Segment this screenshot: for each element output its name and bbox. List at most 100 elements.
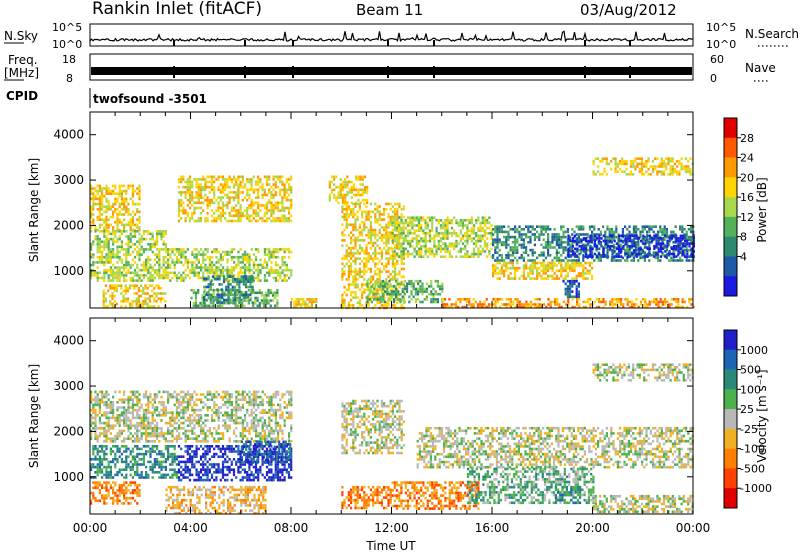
power-ytick-label-1: 2000 (53, 218, 84, 232)
x-tick-label-2: 08:00 (274, 521, 309, 535)
vel-cb-tick-3: 25 (740, 403, 754, 416)
vel-cb-swatch-4 (724, 409, 737, 430)
power-cb-swatch-4 (724, 197, 737, 218)
power-region-16 (592, 157, 694, 176)
vel-cb-swatch-7 (724, 468, 737, 489)
power-cb-swatch-1 (724, 137, 737, 158)
nsky-tick-bottom: 10^0 (52, 38, 82, 51)
power-colorbar: Power [dB] 28 24 20 16 12 8 4 (723, 117, 769, 297)
vel-cb-tick-6: -500 (740, 462, 765, 475)
velocity-region-4 (90, 481, 141, 505)
power-region-13 (567, 234, 695, 258)
power-region-10 (366, 279, 444, 304)
power-panel: 1000 2000 3000 4000 Slant Range [km] (27, 111, 695, 310)
vel-cb-tick-1: 500 (740, 364, 761, 377)
nsearch-tick-top: 10^5 (706, 21, 736, 34)
freq-frame (89, 53, 694, 81)
velocity-region-12 (592, 363, 694, 382)
velocity-ytick-label-2: 3000 (53, 379, 84, 393)
x-tick-label-6: 00:00 (676, 521, 711, 535)
power-colorbar-label: Power [dB] (755, 177, 769, 242)
velocity-heatmap (90, 363, 694, 515)
beam-title: Beam 11 (356, 1, 423, 19)
nsky-trace (89, 30, 694, 46)
power-region-14 (492, 261, 594, 280)
x-tick-label-0: 00:00 (73, 521, 108, 535)
power-ylabel: Slant Range [km] (27, 158, 41, 262)
vel-cb-swatch-1 (724, 349, 737, 370)
cpid-panel: CPID twofsound -3501 (6, 88, 207, 108)
power-region-17 (441, 298, 695, 309)
power-cb-swatch-7 (724, 256, 737, 277)
power-ytick-label-2: 3000 (53, 173, 84, 187)
velocity-ytick-label-3: 4000 (53, 334, 84, 348)
power-ytick-label-3: 4000 (53, 128, 84, 142)
vel-cb-tick-2: 100 (740, 383, 761, 396)
power-region-3 (177, 175, 293, 223)
x-tick-label-4: 16:00 (475, 521, 510, 535)
nsearch-label: N.Search (745, 27, 799, 41)
power-region-15 (562, 279, 580, 299)
vel-cb-tick-7: -1000 (740, 482, 772, 495)
velocity-colorbar: Velocity [m s⁻¹] 1000 500 100 25 -25 -100 -500… (723, 329, 772, 509)
power-cb-tick-1: 24 (740, 152, 754, 165)
x-axis-label: Time UT (365, 539, 416, 553)
nave-tick-bottom: 0 (710, 72, 717, 85)
power-region-11 (391, 216, 493, 258)
power-cb-swatch-3 (724, 177, 737, 198)
date-title: 03/Aug/2012 (580, 1, 677, 19)
power-region-6 (102, 284, 167, 308)
velocity-region-7 (391, 481, 480, 510)
freq-tick-top: 18 (62, 53, 76, 66)
power-region-7 (291, 298, 318, 309)
power-cb-tick-6: 4 (740, 250, 747, 263)
nsky-frame (89, 23, 694, 47)
power-region-5 (203, 275, 254, 304)
power-cb-tick-3: 16 (740, 191, 754, 204)
nave-tick-top: 60 (710, 53, 724, 66)
velocity-region-5 (165, 485, 267, 515)
power-region-2 (90, 248, 293, 282)
vel-cb-tick-5: -100 (740, 443, 765, 456)
power-cb-swatch-8 (724, 276, 737, 297)
vel-cb-tick-4: -25 (740, 423, 758, 436)
vel-cb-swatch-6 (724, 448, 737, 469)
vel-cb-swatch-3 (724, 389, 737, 410)
nsky-tick-top: 10^5 (52, 21, 82, 34)
power-cb-swatch-2 (724, 157, 737, 178)
power-cb-swatch-0 (724, 118, 737, 139)
velocity-region-0 (90, 390, 293, 443)
velocity-axes: 1000 2000 3000 4000 00:00 04:00 08:00 12:00 16:0… (53, 318, 710, 535)
freq-panel: Freq. [MHz] 18 8 60 0 Nave (4, 53, 776, 85)
power-cb-tick-0: 28 (740, 132, 754, 145)
power-ytick-label-0: 1000 (53, 264, 84, 278)
velocity-region-6 (341, 399, 405, 455)
x-tick-label-1: 04:00 (173, 521, 208, 535)
velocity-ytick-label-0: 1000 (53, 470, 84, 484)
velocity-region-8 (341, 485, 392, 510)
power-cb-tick-4: 12 (740, 211, 754, 224)
nave-label: Nave (745, 61, 776, 75)
freq-trace (91, 66, 692, 78)
vel-cb-swatch-2 (724, 369, 737, 390)
power-region-1 (90, 230, 167, 249)
velocity-region-2 (177, 445, 293, 482)
freq-tick-bottom: 8 (66, 72, 73, 85)
vel-cb-swatch-0 (724, 330, 737, 351)
velocity-panel: 1000 2000 3000 4000 00:00 04:00 08:00 12:00 16:0… (27, 317, 710, 553)
power-cb-swatch-5 (724, 216, 737, 237)
vel-cb-swatch-5 (724, 428, 737, 449)
velocity-region-9 (416, 426, 694, 469)
vel-cb-swatch-8 (724, 488, 737, 509)
x-tick-label-5: 20:00 (575, 521, 610, 535)
velocity-region-3 (240, 440, 292, 464)
nsky-label: N.Sky (4, 29, 38, 43)
velocity-ytick-label-1: 2000 (53, 424, 84, 438)
power-cb-swatch-6 (724, 236, 737, 257)
station-title: Rankin Inlet (fitACF) (92, 0, 262, 19)
cpid-value: twofsound -3501 (93, 92, 207, 106)
power-cb-tick-2: 20 (740, 171, 754, 184)
nsearch-tick-bottom: 10^0 (706, 38, 736, 51)
cpid-label: CPID (6, 89, 38, 103)
vel-cb-tick-0: 1000 (740, 344, 768, 357)
